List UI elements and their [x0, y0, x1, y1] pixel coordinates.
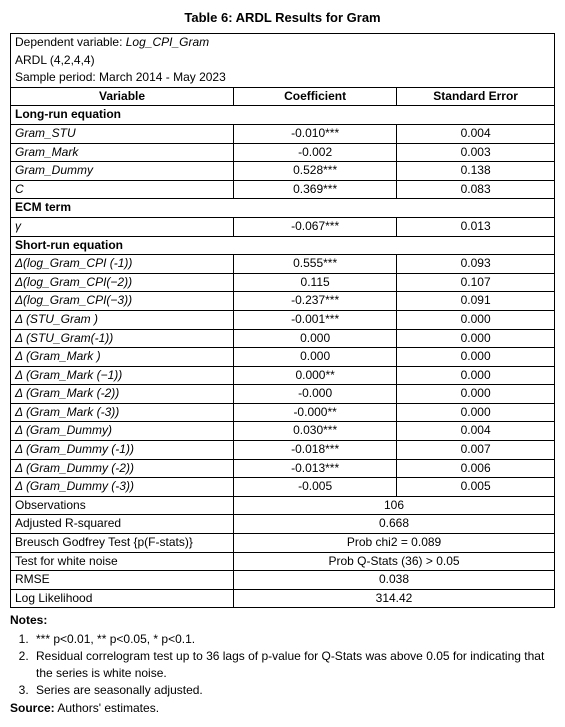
se-cell: 0.138 — [397, 162, 555, 181]
var-cell: Δ (Gram_Mark (-2)) — [11, 385, 234, 404]
var-cell: Gram_STU — [11, 124, 234, 143]
stat-label: Breusch Godfrey Test {p(F-stats)} — [11, 534, 234, 553]
se-cell: 0.003 — [397, 143, 555, 162]
var-cell: Gram_Dummy — [11, 162, 234, 181]
coef-cell: 0.000** — [234, 366, 397, 385]
meta-spec: ARDL (4,2,4,4) — [11, 52, 555, 70]
se-cell: 0.107 — [397, 273, 555, 292]
stat-value: 106 — [234, 496, 555, 515]
note-item: *** p<0.01, ** p<0.05, * p<0.1. — [32, 631, 555, 648]
source-line: Source: Authors' estimates. — [10, 700, 555, 717]
se-cell: 0.091 — [397, 292, 555, 311]
meta-period: Sample period: March 2014 - May 2023 — [11, 69, 555, 87]
var-cell: Gram_Mark — [11, 143, 234, 162]
se-cell: 0.000 — [397, 329, 555, 348]
notes-list: *** p<0.01, ** p<0.05, * p<0.1.Residual … — [10, 631, 555, 698]
var-cell: Δ (Gram_Mark (-3)) — [11, 403, 234, 422]
var-cell: Δ (Gram_Dummy (-2)) — [11, 459, 234, 478]
coef-cell: -0.067*** — [234, 217, 397, 236]
se-cell: 0.000 — [397, 385, 555, 404]
source-label: Source: — [10, 701, 55, 715]
se-cell: 0.004 — [397, 422, 555, 441]
se-cell: 0.013 — [397, 217, 555, 236]
se-cell: 0.000 — [397, 403, 555, 422]
se-cell: 0.000 — [397, 366, 555, 385]
stat-label: Test for white noise — [11, 552, 234, 571]
coef-cell: -0.013*** — [234, 459, 397, 478]
coef-cell: -0.018*** — [234, 441, 397, 460]
section-shortrun: Short-run equation — [11, 236, 555, 255]
coef-cell: -0.005 — [234, 478, 397, 497]
stat-label: RMSE — [11, 571, 234, 590]
header-coef: Coefficient — [234, 87, 397, 106]
notes-heading: Notes: — [10, 612, 555, 629]
se-cell: 0.005 — [397, 478, 555, 497]
se-cell: 0.083 — [397, 180, 555, 199]
se-cell: 0.006 — [397, 459, 555, 478]
coef-cell: 0.115 — [234, 273, 397, 292]
header-se: Standard Error — [397, 87, 555, 106]
coef-cell: 0.030*** — [234, 422, 397, 441]
coef-cell: 0.528*** — [234, 162, 397, 181]
table-title: Table 6: ARDL Results for Gram — [10, 10, 555, 25]
meta-dependent: Dependent variable: Log_CPI_Gram — [11, 34, 555, 52]
var-cell: Δ (Gram_Mark ) — [11, 348, 234, 367]
stat-value: 0.668 — [234, 515, 555, 534]
se-cell: 0.004 — [397, 124, 555, 143]
coef-cell: -0.002 — [234, 143, 397, 162]
se-cell: 0.000 — [397, 310, 555, 329]
var-cell: γ — [11, 217, 234, 236]
var-cell: Δ(log_Gram_CPI(−3)) — [11, 292, 234, 311]
coef-cell: -0.010*** — [234, 124, 397, 143]
note-item: Series are seasonally adjusted. — [32, 682, 555, 699]
se-cell: 0.007 — [397, 441, 555, 460]
stat-label: Observations — [11, 496, 234, 515]
se-cell: 0.000 — [397, 348, 555, 367]
coef-cell: 0.555*** — [234, 255, 397, 274]
note-item: Residual correlogram test up to 36 lags … — [32, 648, 555, 682]
stat-value: Prob chi2 = 0.089 — [234, 534, 555, 553]
coef-cell: -0.000** — [234, 403, 397, 422]
notes-section: Notes: *** p<0.01, ** p<0.05, * p<0.1.Re… — [10, 612, 555, 717]
stat-value: 0.038 — [234, 571, 555, 590]
stat-value: 314.42 — [234, 589, 555, 608]
coef-cell: -0.001*** — [234, 310, 397, 329]
var-cell: Δ (STU_Gram(-1)) — [11, 329, 234, 348]
var-cell: Δ(log_Gram_CPI(−2)) — [11, 273, 234, 292]
coef-cell: -0.000 — [234, 385, 397, 404]
coef-cell: 0.000 — [234, 348, 397, 367]
var-cell: C — [11, 180, 234, 199]
header-variable: Variable — [11, 87, 234, 106]
var-cell: Δ (Gram_Dummy (-3)) — [11, 478, 234, 497]
ardl-table: Dependent variable: Log_CPI_GramARDL (4,… — [10, 33, 555, 608]
var-cell: Δ(log_Gram_CPI (-1)) — [11, 255, 234, 274]
var-cell: Δ (Gram_Dummy (-1)) — [11, 441, 234, 460]
coef-cell: -0.237*** — [234, 292, 397, 311]
stat-value: Prob Q-Stats (36) > 0.05 — [234, 552, 555, 571]
stat-label: Adjusted R-squared — [11, 515, 234, 534]
coef-cell: 0.369*** — [234, 180, 397, 199]
coef-cell: 0.000 — [234, 329, 397, 348]
var-cell: Δ (Gram_Mark (−1)) — [11, 366, 234, 385]
section-longrun: Long-run equation — [11, 106, 555, 125]
var-cell: Δ (Gram_Dummy) — [11, 422, 234, 441]
source-text: Authors' estimates. — [55, 701, 159, 715]
var-cell: Δ (STU_Gram ) — [11, 310, 234, 329]
section-ecm: ECM term — [11, 199, 555, 218]
stat-label: Log Likelihood — [11, 589, 234, 608]
se-cell: 0.093 — [397, 255, 555, 274]
